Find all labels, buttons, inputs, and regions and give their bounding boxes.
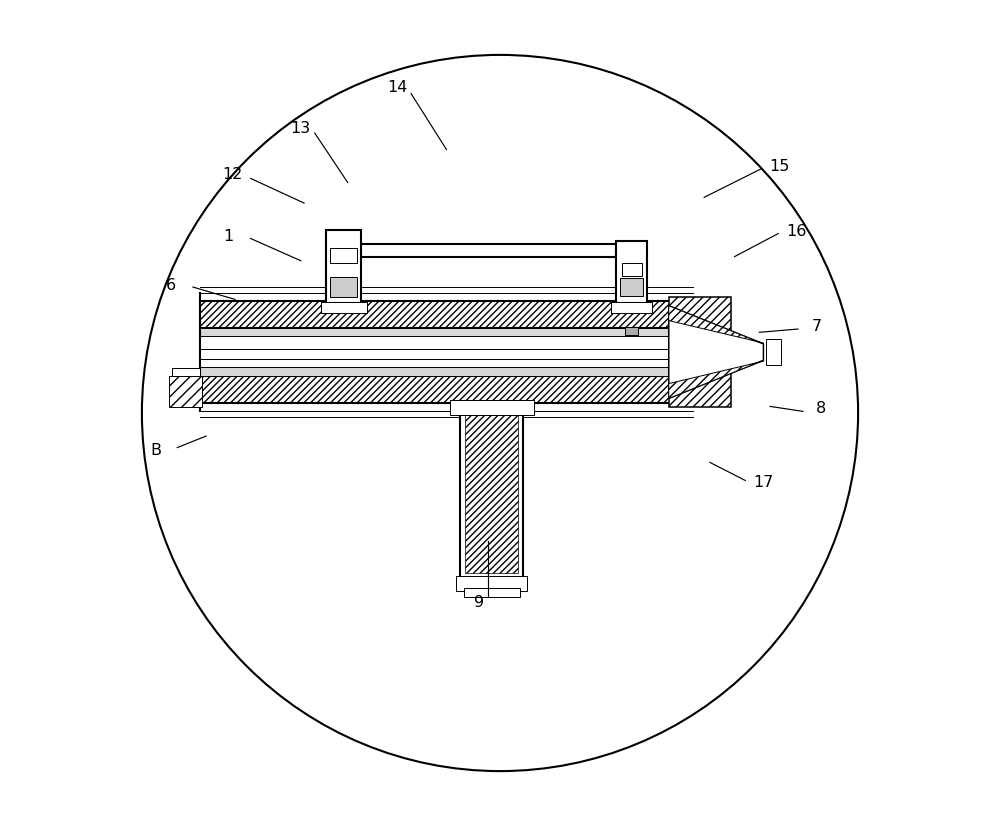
Bar <box>611 301 652 313</box>
Polygon shape <box>669 306 763 398</box>
Text: 17: 17 <box>753 476 774 491</box>
Bar <box>669 297 731 407</box>
Bar <box>321 301 367 313</box>
Bar <box>200 367 689 376</box>
Bar <box>622 263 642 276</box>
Text: 16: 16 <box>786 225 807 240</box>
Text: 8: 8 <box>816 401 826 416</box>
Bar <box>326 230 361 302</box>
Bar <box>460 403 523 577</box>
Bar <box>169 376 202 407</box>
Bar <box>172 368 200 376</box>
Bar <box>361 244 616 258</box>
Bar <box>625 326 638 335</box>
Bar <box>456 576 527 591</box>
Bar <box>465 411 518 572</box>
Polygon shape <box>669 306 763 344</box>
Bar <box>464 587 520 597</box>
Text: 15: 15 <box>770 159 790 173</box>
Text: 12: 12 <box>222 167 243 182</box>
Bar <box>330 278 357 297</box>
Bar <box>330 249 357 263</box>
Text: 7: 7 <box>812 319 822 334</box>
Text: 1: 1 <box>223 229 233 244</box>
Bar <box>200 376 689 403</box>
Text: 9: 9 <box>474 595 484 610</box>
Bar <box>200 301 689 328</box>
Text: 14: 14 <box>387 80 407 95</box>
Text: 6: 6 <box>166 278 176 293</box>
Text: 13: 13 <box>291 121 311 136</box>
Bar <box>450 400 534 415</box>
Text: B: B <box>150 443 161 458</box>
Bar <box>616 241 647 302</box>
Bar <box>200 328 689 336</box>
Bar <box>200 349 689 358</box>
Bar <box>766 339 781 365</box>
Polygon shape <box>669 360 763 398</box>
Bar <box>620 278 643 296</box>
